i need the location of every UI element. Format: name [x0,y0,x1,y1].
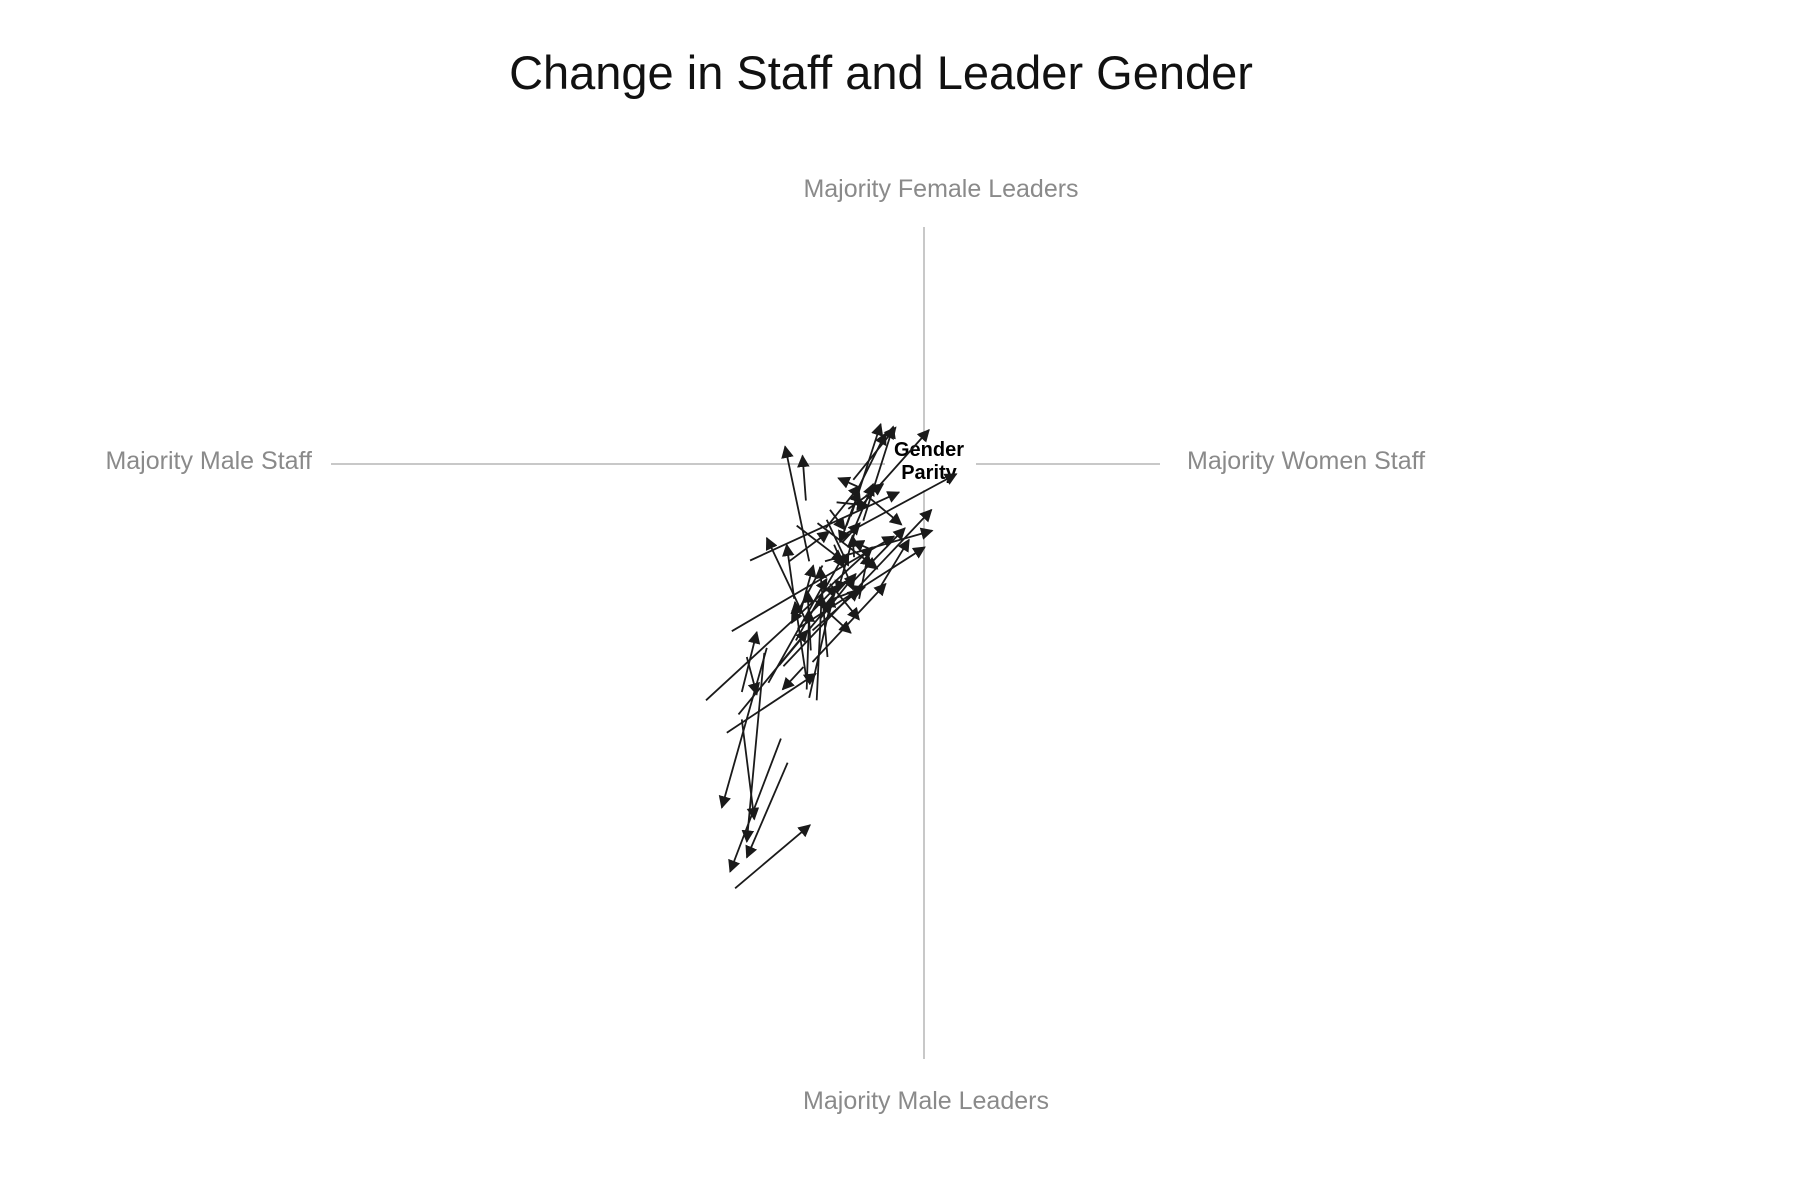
change-arrow-63 [865,494,903,526]
change-arrow-62 [840,473,958,538]
change-arrow-22 [782,543,796,599]
axis-label-left: Majority Male Staff [105,447,312,475]
change-arrow-9 [726,672,817,734]
change-arrow-23 [765,536,806,620]
change-arrow-57 [816,522,879,570]
change-arrow-6 [741,652,766,843]
change-arrow-4 [740,719,760,821]
arrows-group [705,422,958,889]
axis-label-bottom: Majority Male Leaders [803,1087,1049,1115]
change-arrow-21 [788,530,831,563]
change-arrow-65 [852,426,897,481]
change-arrow-2 [728,738,782,873]
change-arrow-56 [851,527,906,583]
axis-label-top: Majority Female Leaders [803,175,1078,203]
change-arrow-51 [782,508,933,667]
change-arrow-53 [811,582,887,663]
change-arrow-34 [825,519,850,567]
change-arrow-19 [814,593,828,701]
change-arrow-5 [718,647,768,809]
change-arrow-24 [790,565,824,625]
change-arrow-43 [862,425,896,521]
change-arrow-8 [745,656,760,696]
axis-label-right: Majority Women Staff [1187,447,1425,475]
change-arrow-32 [796,524,845,563]
change-arrow-61 [851,540,872,552]
change-arrow-50 [705,546,874,701]
change-arrow-40 [829,509,846,531]
change-arrow-35 [797,454,810,501]
change-arrow-1 [734,824,811,889]
change-arrow-64 [860,428,930,507]
change-arrow-26 [806,584,839,617]
center-label-line-2: Parity [901,462,957,484]
change-arrow-14 [781,666,805,691]
change-arrow-47 [851,482,875,534]
chart-title: Change in Staff and Leader Gender [509,46,1253,99]
change-arrow-33 [833,544,855,591]
change-arrow-37 [749,491,901,562]
change-arrow-66 [877,538,910,591]
change-arrow-36 [781,445,811,562]
change-arrow-7 [740,630,761,693]
center-label-line-1: Gender [894,439,964,461]
change-arrow-59 [837,476,858,489]
change-arrow-54 [824,527,934,563]
